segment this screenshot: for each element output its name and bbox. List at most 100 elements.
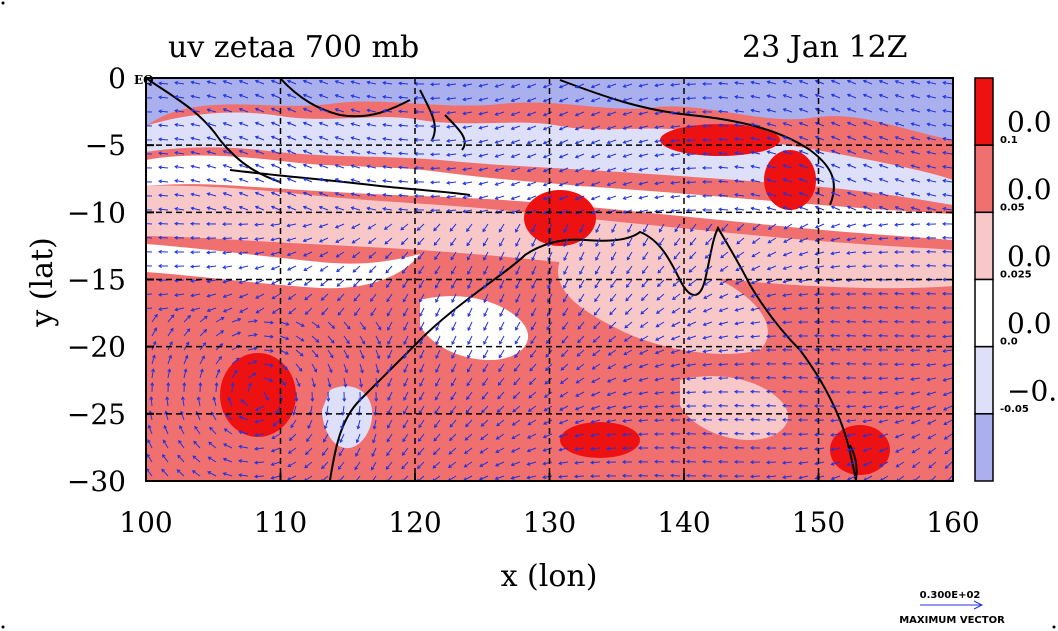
wind-vector (398, 138, 409, 141)
wind-vector (563, 251, 569, 261)
wind-vector-head (337, 297, 341, 302)
wind-vector-head (158, 151, 162, 156)
wind-vector (403, 363, 409, 373)
wind-vector (943, 137, 953, 141)
wind-vector-head (181, 396, 185, 401)
wind-vector (895, 150, 905, 155)
wind-vector (927, 179, 937, 183)
wind-vector (398, 194, 409, 197)
wind-vector-head (545, 353, 550, 358)
wind-vector (927, 165, 937, 169)
wind-vector (263, 349, 273, 352)
wind-vector-head (334, 164, 339, 168)
wind-vector-head (312, 383, 316, 388)
wind-vector-head (238, 107, 243, 112)
wind-vector (151, 314, 158, 323)
wind-vector-head (432, 464, 437, 469)
wind-vector (247, 360, 257, 365)
wind-vector-head (830, 237, 835, 242)
wind-vector-head (590, 460, 594, 465)
wind-vector-head (767, 239, 772, 244)
wind-vector-head (878, 434, 883, 438)
wind-vector-head (482, 368, 487, 373)
wind-vector-head (750, 80, 755, 85)
wind-vector (831, 150, 841, 155)
wind-vector-head (579, 229, 584, 234)
wind-vector-head (302, 121, 307, 126)
wind-vector (767, 193, 777, 197)
wind-vector (511, 475, 521, 479)
wind-vector (207, 151, 217, 155)
wind-vector (295, 321, 305, 327)
wind-vector-head (750, 136, 755, 141)
wind-vector (911, 80, 921, 85)
wind-vector-head (284, 366, 289, 370)
wind-vector-head (370, 298, 374, 303)
wind-vector (402, 475, 409, 481)
wind-vector (515, 265, 521, 275)
wind-vector-head (382, 165, 387, 169)
wind-vector-head (186, 328, 191, 333)
wind-vector-head (830, 107, 835, 112)
wind-vector-head (814, 404, 818, 408)
wind-vector-head (830, 292, 834, 297)
wind-vector-head (656, 283, 661, 288)
wind-vector-head (574, 126, 579, 131)
wind-vector (372, 433, 377, 443)
wind-vector (512, 405, 521, 413)
wind-vector (878, 320, 889, 323)
wind-vector (341, 419, 345, 429)
wind-vector-head (942, 150, 947, 155)
wind-vector-head (401, 465, 406, 470)
wind-vector (288, 447, 297, 454)
wind-vector (279, 363, 288, 370)
wind-vector-head (329, 354, 334, 359)
wind-vector-head (702, 151, 706, 156)
wind-vector (528, 419, 537, 426)
wind-vector-head (894, 79, 899, 84)
wind-vector-head (563, 271, 567, 275)
wind-vector (750, 335, 761, 338)
wind-vector-head (654, 139, 659, 144)
wind-vector-head (926, 136, 931, 141)
wind-vector-head (300, 323, 305, 327)
wind-vector-head (526, 196, 531, 201)
wind-vector (595, 251, 601, 261)
wind-vector (559, 195, 569, 200)
wind-vector (207, 471, 217, 477)
wind-vector-head (926, 164, 931, 169)
wind-vector-head (606, 419, 611, 424)
wind-vector (751, 179, 761, 183)
wind-vector (335, 164, 345, 169)
wind-vector (304, 279, 313, 286)
wind-vector (356, 433, 361, 443)
wind-vector-head (542, 182, 547, 187)
wind-vector-head (366, 80, 371, 85)
wind-vector-head (561, 339, 566, 344)
wind-vector (639, 97, 649, 101)
wind-vector-head (878, 405, 883, 410)
wind-vector-head (400, 226, 405, 231)
wind-vector-head (926, 108, 931, 113)
wind-vector (514, 363, 521, 372)
wind-vector (591, 111, 601, 116)
wind-vector (815, 279, 825, 282)
wind-vector-head (798, 347, 802, 352)
wind-vector (448, 475, 457, 481)
wind-vector (718, 432, 729, 435)
wind-vector-head (222, 308, 227, 313)
wind-vector-head (638, 83, 643, 88)
wind-vector (751, 307, 761, 311)
wind-vector (766, 390, 777, 393)
wind-vector-head (318, 107, 323, 112)
wind-vector (479, 153, 489, 157)
wind-vector-head (590, 419, 595, 424)
wind-vector-head (798, 205, 803, 210)
wind-vector (766, 404, 777, 407)
wind-vector-head (430, 208, 434, 213)
wind-vector-head (782, 108, 787, 112)
wind-vector-head (846, 264, 850, 269)
wind-vector (595, 223, 601, 233)
wind-vector (287, 178, 297, 183)
wind-vector (737, 223, 745, 231)
